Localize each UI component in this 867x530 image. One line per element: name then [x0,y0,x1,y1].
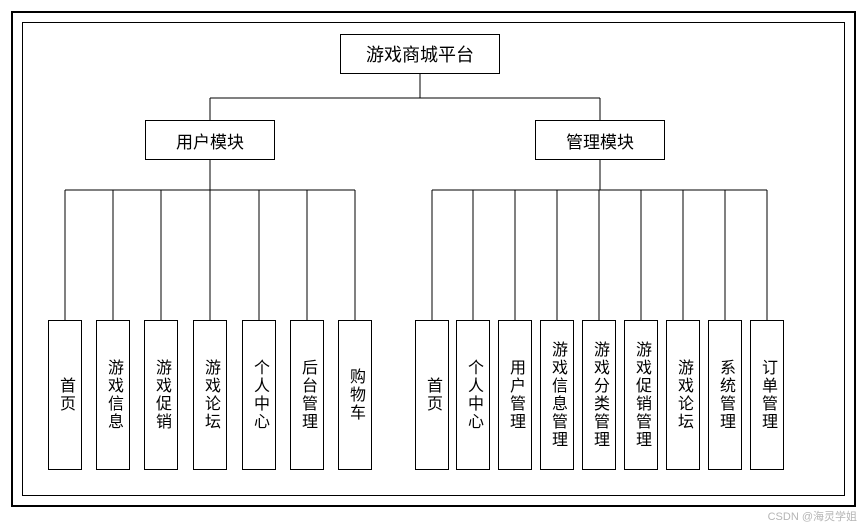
leaf-right-7: 系统管理 [708,320,742,470]
leaf-right-1: 个人中心 [456,320,490,470]
leaf-left-6-label: 购物车 [343,368,367,422]
watermark-text: CSDN @海灵学姐 [768,508,857,524]
leaf-left-1: 游戏信息 [96,320,130,470]
root-node-label: 游戏商城平台 [366,41,474,67]
leaf-right-3-label: 游戏信息管理 [545,341,569,449]
leaf-right-0-label: 首页 [420,377,444,413]
leaf-left-0-label: 首页 [53,377,77,413]
leaf-right-6-label: 游戏论坛 [671,359,695,431]
leaf-right-4: 游戏分类管理 [582,320,616,470]
leaf-left-5: 后台管理 [290,320,324,470]
leaf-right-5-label: 游戏促销管理 [629,341,653,449]
leaf-left-0: 首页 [48,320,82,470]
leaf-left-4: 个人中心 [242,320,276,470]
leaf-left-2-label: 游戏促销 [149,359,173,431]
leaf-right-8: 订单管理 [750,320,784,470]
node-admin-module-label: 管理模块 [566,128,634,153]
node-user-module: 用户模块 [145,120,275,160]
leaf-right-2: 用户管理 [498,320,532,470]
leaf-left-3: 游戏论坛 [193,320,227,470]
leaf-right-7-label: 系统管理 [713,359,737,431]
root-node: 游戏商城平台 [340,34,500,74]
leaf-left-4-label: 个人中心 [247,359,271,431]
node-admin-module: 管理模块 [535,120,665,160]
leaf-left-6: 购物车 [338,320,372,470]
leaf-right-4-label: 游戏分类管理 [587,341,611,449]
leaf-right-1-label: 个人中心 [461,359,485,431]
node-user-module-label: 用户模块 [176,128,244,153]
leaf-right-3: 游戏信息管理 [540,320,574,470]
leaf-right-2-label: 用户管理 [503,359,527,431]
leaf-left-3-label: 游戏论坛 [198,359,222,431]
leaf-right-6: 游戏论坛 [666,320,700,470]
leaf-right-5: 游戏促销管理 [624,320,658,470]
leaf-left-2: 游戏促销 [144,320,178,470]
leaf-left-1-label: 游戏信息 [101,359,125,431]
leaf-right-8-label: 订单管理 [755,359,779,431]
leaf-left-5-label: 后台管理 [295,359,319,431]
leaf-right-0: 首页 [415,320,449,470]
